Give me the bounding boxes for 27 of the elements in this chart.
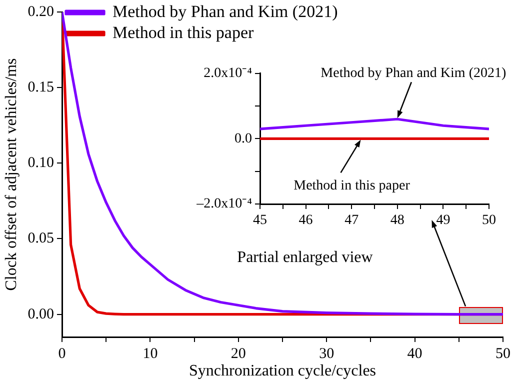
- y-tick-label: 0.10: [28, 155, 54, 172]
- y-tick-label: 0.15: [28, 80, 54, 96]
- x-tick-label: 46: [298, 213, 313, 228]
- legend-label: Method in this paper: [112, 22, 254, 42]
- x-tick-label: 49: [436, 213, 450, 228]
- y-tick-label: 0.00: [28, 306, 54, 322]
- y-tick-label: 0.0: [234, 131, 252, 146]
- y-tick-label: –2.0x10⁻⁴: [196, 196, 252, 212]
- annotation: Method in this paper: [294, 178, 410, 194]
- y-tick-label: 2.0x10⁻⁴: [204, 66, 252, 82]
- x-tick-label: 50: [496, 346, 510, 362]
- x-tick-label: 40: [407, 346, 422, 362]
- x-tick-label: 50: [482, 213, 496, 228]
- y-axis-title: Clock offset of adjacent vehicles/ms: [2, 58, 20, 291]
- x-tick-label: 48: [390, 213, 404, 228]
- annotation: Partial enlarged view: [237, 249, 374, 266]
- x-tick-label: 47: [344, 213, 359, 228]
- x-tick-label: 45: [253, 213, 267, 228]
- x-tick-label: 30: [319, 346, 334, 362]
- x-tick-label: 20: [230, 346, 246, 362]
- annotation: Method by Phan and Kim (2021): [320, 66, 506, 81]
- x-tick-label: 0: [58, 346, 66, 362]
- y-tick-label: 0.05: [28, 230, 54, 247]
- x-axis-title: Synchronization cycle/cycles: [188, 362, 376, 380]
- x-tick-label: 10: [142, 346, 158, 362]
- legend-label: Method by Phan and Kim (2021): [112, 2, 338, 21]
- y-tick-label: 0.20: [28, 4, 54, 20]
